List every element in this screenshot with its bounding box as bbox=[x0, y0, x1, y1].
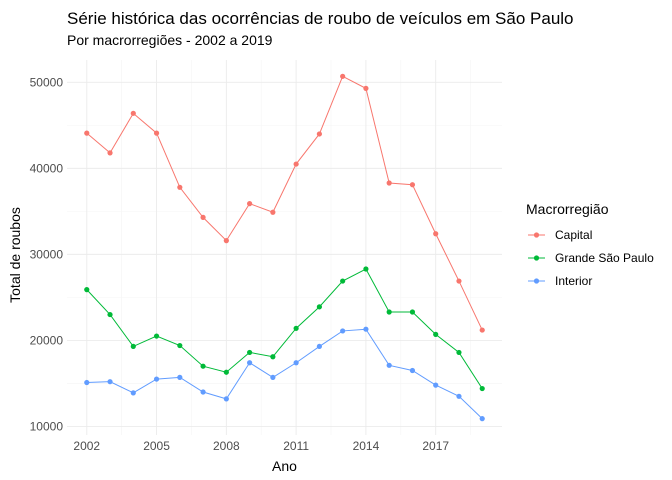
data-point bbox=[177, 184, 183, 190]
data-point bbox=[247, 360, 253, 366]
x-tick-label: 2014 bbox=[353, 439, 380, 453]
legend-label: Interior bbox=[555, 274, 592, 288]
data-point bbox=[409, 182, 416, 188]
series-line bbox=[86, 328, 483, 420]
data-point bbox=[200, 363, 206, 369]
data-point bbox=[433, 331, 439, 337]
data-point bbox=[340, 328, 346, 334]
data-point bbox=[316, 343, 322, 350]
plot-panel bbox=[67, 60, 502, 435]
data-point bbox=[363, 266, 369, 272]
series-interior bbox=[84, 326, 485, 422]
data-point bbox=[340, 73, 346, 79]
legend-point-key bbox=[533, 255, 540, 261]
chart-subtitle: Por macrorregiões - 2002 a 2019 bbox=[67, 32, 273, 48]
x-tick-label: 2002 bbox=[73, 439, 100, 453]
data-point bbox=[316, 304, 322, 310]
y-axis-title: Total de roubos bbox=[7, 207, 23, 303]
legend-items: Capital Grande São Paulo Interior bbox=[528, 228, 654, 288]
chart-title: Série histórica das ocorrências de roubo… bbox=[67, 9, 574, 28]
x-tick-label: 2008 bbox=[213, 439, 240, 453]
data-point bbox=[177, 374, 183, 380]
data-point bbox=[130, 390, 136, 396]
series-capital bbox=[84, 73, 485, 333]
data-point bbox=[363, 326, 369, 332]
data-point bbox=[200, 389, 206, 395]
data-point bbox=[456, 349, 462, 356]
legend-title: Macrorregião bbox=[526, 201, 609, 217]
data-point bbox=[107, 311, 113, 318]
legend-label: Grande São Paulo bbox=[555, 251, 654, 265]
data-point bbox=[293, 360, 299, 366]
x-tick-label: 2011 bbox=[283, 439, 309, 453]
y-tick-label: 50000 bbox=[30, 75, 64, 89]
data-point bbox=[409, 367, 416, 374]
data-point bbox=[316, 131, 322, 137]
data-point bbox=[247, 349, 253, 356]
legend-item-grande-sao-paulo: Grande São Paulo bbox=[528, 251, 654, 265]
data-point bbox=[270, 354, 276, 360]
data-point bbox=[153, 333, 160, 339]
y-tick-label: 30000 bbox=[30, 247, 64, 261]
data-point bbox=[130, 110, 136, 116]
data-point bbox=[130, 343, 136, 350]
x-tick-label: 2005 bbox=[143, 439, 170, 453]
data-point bbox=[107, 379, 113, 385]
legend-item-capital: Capital bbox=[528, 228, 592, 242]
data-point bbox=[479, 385, 485, 392]
data-point bbox=[84, 130, 90, 136]
data-point bbox=[433, 382, 439, 388]
y-tick-label: 10000 bbox=[30, 419, 64, 433]
data-point bbox=[293, 325, 299, 331]
data-point bbox=[223, 396, 229, 402]
x-axis-title: Ano bbox=[272, 458, 297, 474]
data-point bbox=[107, 150, 113, 156]
data-point bbox=[153, 376, 160, 382]
series-layer bbox=[84, 73, 485, 422]
series-line bbox=[86, 268, 483, 389]
data-point bbox=[456, 278, 462, 284]
data-point bbox=[386, 362, 392, 368]
data-point bbox=[293, 161, 299, 167]
data-point bbox=[456, 393, 462, 399]
y-tick-label: 40000 bbox=[30, 161, 64, 175]
data-point bbox=[386, 309, 392, 315]
data-point bbox=[270, 209, 276, 215]
y-tick-label: 20000 bbox=[30, 333, 64, 347]
data-point bbox=[409, 309, 416, 315]
data-point bbox=[247, 201, 253, 207]
series-grande-sao-paulo bbox=[84, 266, 485, 392]
data-point bbox=[223, 369, 229, 375]
legend: Macrorregião Capital Grande São Paulo Inte… bbox=[526, 201, 654, 288]
data-point bbox=[479, 327, 485, 333]
data-point bbox=[177, 342, 183, 349]
legend-label: Capital bbox=[555, 228, 592, 242]
grid-lines bbox=[67, 60, 502, 435]
data-point bbox=[200, 214, 206, 220]
data-point bbox=[84, 379, 90, 386]
data-point bbox=[386, 180, 392, 186]
legend-point-key bbox=[533, 278, 540, 284]
series-line bbox=[86, 75, 483, 331]
data-point bbox=[363, 85, 369, 91]
data-point bbox=[223, 238, 229, 244]
x-tick-label: 2017 bbox=[422, 439, 449, 453]
data-point bbox=[479, 416, 485, 422]
x-axis-tick-labels: 2002 2005 2008 2011 2014 2017 bbox=[73, 439, 449, 453]
data-point bbox=[84, 287, 90, 293]
data-point bbox=[433, 231, 439, 237]
y-axis-tick-labels: 10000 20000 30000 40000 50000 bbox=[30, 75, 64, 433]
data-point bbox=[270, 374, 276, 380]
legend-point-key bbox=[533, 232, 540, 238]
data-point bbox=[153, 130, 160, 136]
data-point bbox=[340, 278, 346, 284]
legend-item-interior: Interior bbox=[528, 274, 592, 288]
